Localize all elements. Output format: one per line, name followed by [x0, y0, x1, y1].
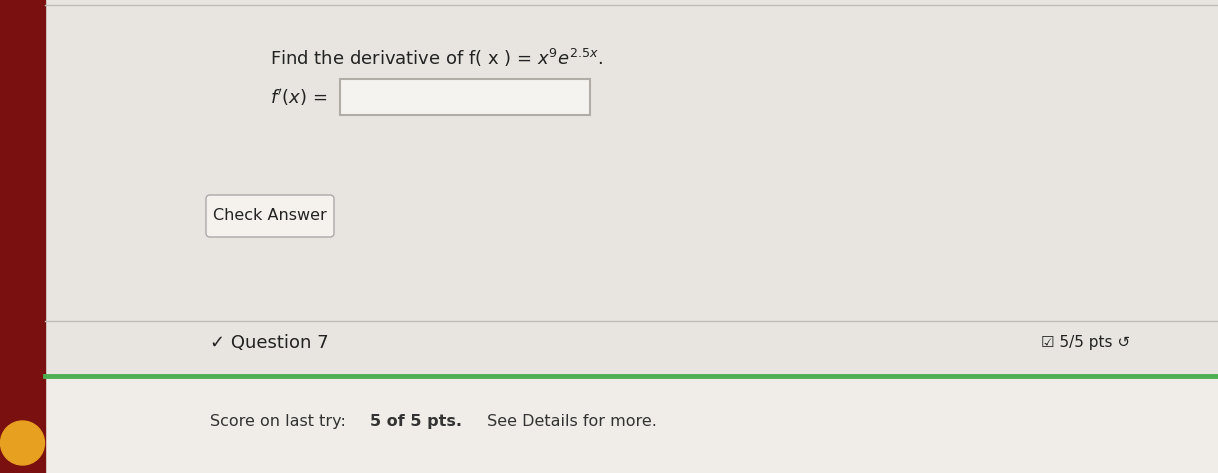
- Text: Score on last try:: Score on last try:: [209, 413, 351, 429]
- Bar: [0, 0, 45, 473]
- Text: Check Answer: Check Answer: [213, 209, 326, 224]
- Bar: [340, 79, 590, 115]
- FancyBboxPatch shape: [206, 195, 334, 237]
- Circle shape: [0, 421, 45, 465]
- Text: See Details for more.: See Details for more.: [482, 413, 657, 429]
- Text: Find the derivative of f( x ) = $x^9e^{2.5x}$.: Find the derivative of f( x ) = $x^9e^{2…: [270, 47, 603, 69]
- Text: ☑ 5/5 pts ↺: ☑ 5/5 pts ↺: [1041, 335, 1130, 350]
- Bar: [45, 378, 1218, 473]
- Text: ✓ Question 7: ✓ Question 7: [209, 334, 329, 352]
- Text: 5 of 5 pts.: 5 of 5 pts.: [370, 413, 462, 429]
- Text: $f'(x)$ =: $f'(x)$ =: [270, 88, 328, 108]
